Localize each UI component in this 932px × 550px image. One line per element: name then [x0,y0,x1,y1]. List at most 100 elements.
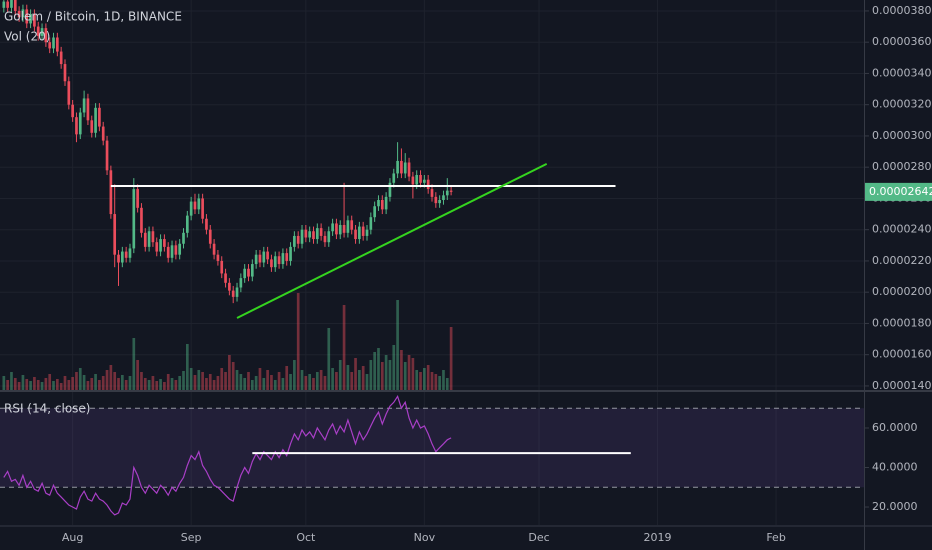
candle-body [56,37,59,52]
x-tick-label: Nov [414,531,436,544]
volume-bar [174,380,178,390]
volume-bar [235,370,239,390]
candle-body [52,37,55,49]
candle-body [86,98,90,121]
volume-bar [170,378,174,390]
candle-body [67,81,71,105]
volume-bar [136,360,139,390]
candle-body [377,200,380,207]
candle-body [407,162,411,177]
candle-body [228,282,231,291]
candle-body [36,26,40,36]
candle-body [10,0,13,8]
y-tick-label: 0.00003800 [872,4,932,17]
y-tick-label: 0.00003200 [872,98,932,111]
volume-bar [392,345,396,390]
rsi-pane [0,395,864,516]
candle-body [113,214,117,255]
candle-body [98,107,101,127]
candle-body [380,200,384,210]
candle-body [373,206,376,218]
candle-body [231,290,235,297]
axes: Aug Sep Oct Nov Dec 2019 Feb 0.00001400 0.000016… [62,4,932,544]
candle-body [365,229,369,236]
candle-body [143,232,147,247]
candle-body [369,217,373,230]
volume-bar [205,378,208,390]
volume-bar [293,360,296,390]
candle-body [388,182,392,197]
volume-bar [220,368,224,390]
volume-bar [48,374,52,390]
volume-bar [445,378,449,390]
candle-body [132,189,136,249]
candle-body [289,246,292,261]
volume-bar [33,377,36,390]
candle-body [354,229,357,240]
volume-bar [228,355,231,390]
volume-bar [312,378,315,390]
volume-bar [331,368,334,390]
volume-bar [388,360,392,390]
candle-body [426,179,430,190]
volume-bar [140,372,143,390]
volume-bar [25,379,29,390]
candle-body [197,198,201,210]
candle-body [155,242,159,252]
candle-body [136,189,139,208]
candle-body [101,126,105,141]
x-tick-label: Oct [296,531,316,544]
candle-body [304,229,308,238]
volume-bar [327,328,331,390]
volume-title: Vol (20) [4,30,50,44]
candle-body [128,248,132,258]
volume-bar [365,374,369,390]
volume-bar [335,372,338,390]
volume-bar [411,358,415,390]
volume-bar [212,380,216,390]
y-tick-label: 20.0000 [872,500,918,513]
candle-body [411,176,415,185]
rsi-title: RSI (14, close) [4,402,90,416]
volume-bar [201,372,204,390]
y-tick-label: 0.00003000 [872,129,932,142]
volume-bar [373,352,376,390]
volume-bar [354,358,357,390]
candle-body [193,201,197,210]
volume-bar [369,360,373,390]
grid [0,0,864,525]
rsi-band [0,408,864,488]
volume-bar [304,376,308,390]
volume-bar [94,374,97,390]
y-tick-label: 0.00002200 [872,254,932,267]
volume-bar [155,381,159,390]
volume-bar [120,375,124,390]
volume-bar [71,377,74,390]
candle-body [346,220,350,233]
candle-body [323,235,327,243]
volume-bar [10,372,13,390]
volume-bar [109,365,113,390]
candle-body [205,218,208,230]
volume-bar [361,366,365,390]
volume-bar [75,372,78,390]
candle-body [48,42,52,49]
candle-body [174,245,178,255]
volume-bar [29,381,32,390]
candle-body [430,189,434,197]
candle-body [185,215,189,233]
candle-body [438,200,441,204]
y-tick-label: 0.00001800 [872,316,932,329]
volume-bar [415,370,419,390]
candle-body [29,14,32,24]
candle-body [400,160,403,174]
volume-bar [90,378,94,390]
candle-body [189,201,193,216]
y-tick-label: 0.00003400 [872,66,932,79]
candle-body [342,225,346,233]
volume-bar [277,372,281,390]
candle-body [220,260,224,274]
candle-body [21,9,25,18]
rsi-line [3,395,452,516]
candle-body [335,223,338,235]
